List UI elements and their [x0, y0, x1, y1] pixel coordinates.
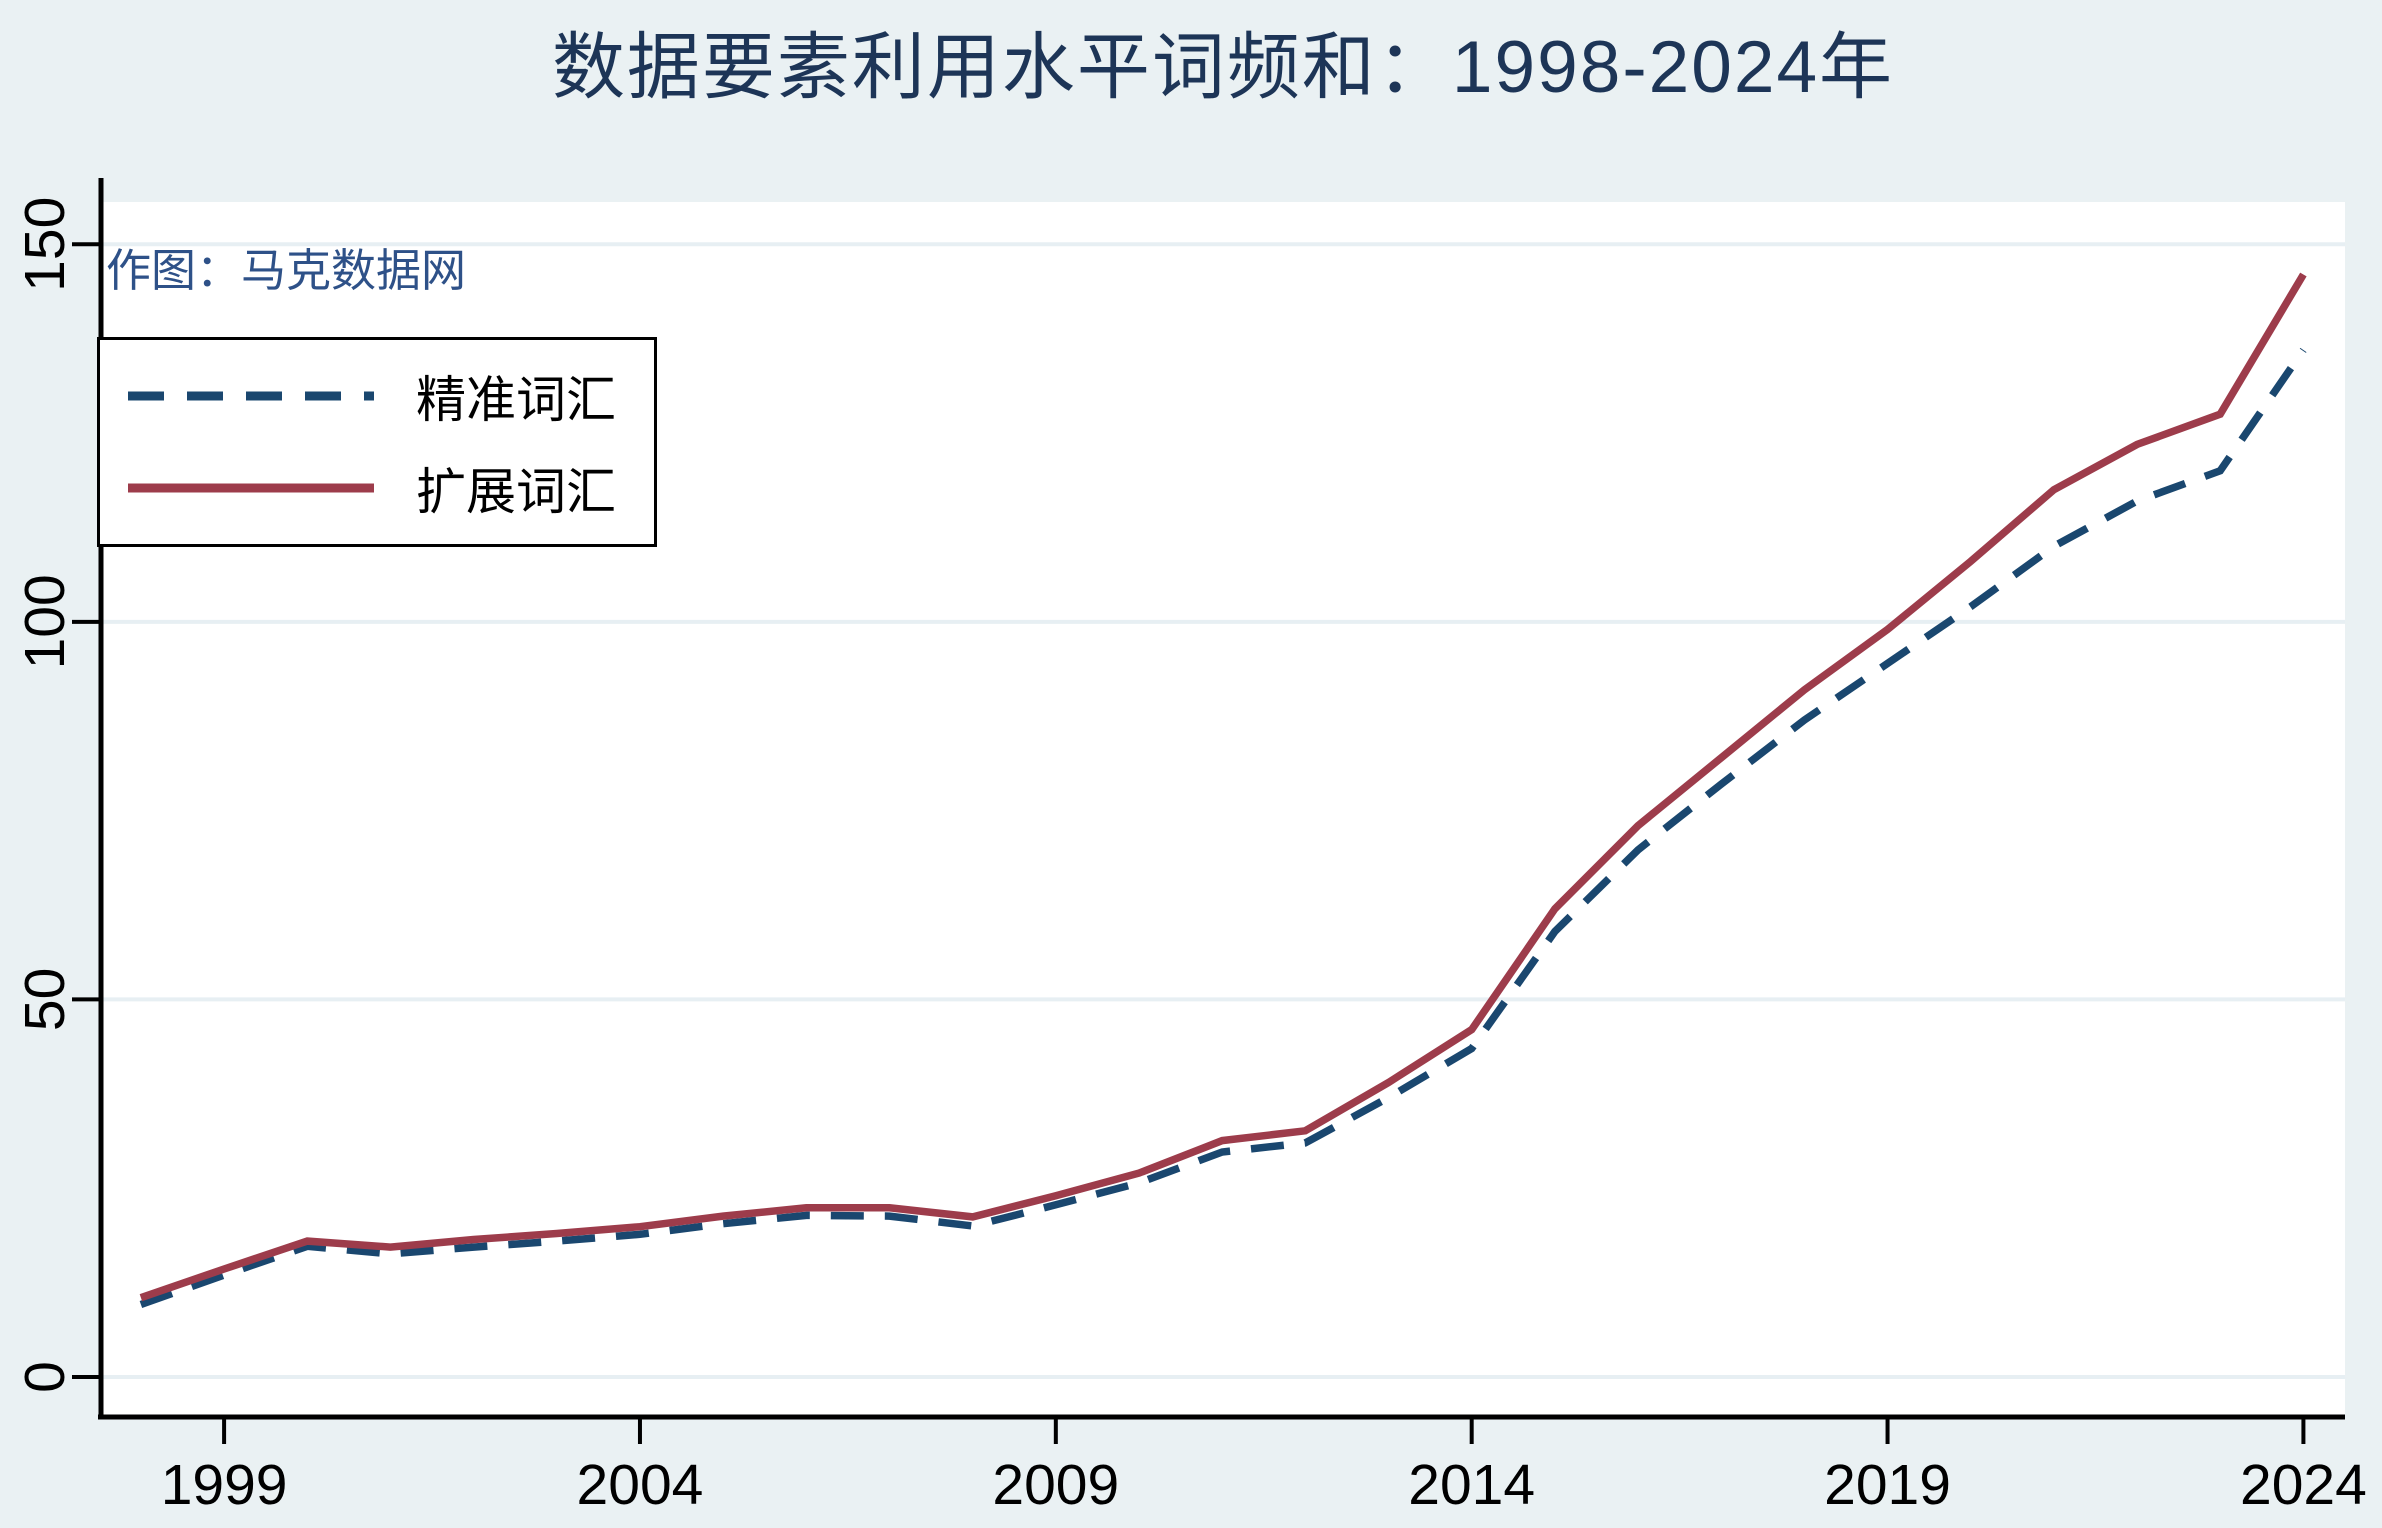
- x-tick-label: 1999: [161, 1453, 288, 1517]
- y-tick-label: 100: [13, 574, 77, 669]
- x-tick-label: 2024: [2240, 1453, 2367, 1517]
- x-tick-label: 2009: [992, 1453, 1119, 1517]
- precise-vocab-line: [139, 347, 2307, 1309]
- solid-line-swatch: [128, 483, 374, 493]
- y-tick-label: 0: [13, 1361, 77, 1393]
- watermark-annotation: 作图：马克数据网: [106, 245, 467, 296]
- legend-label-expanded: 扩展词汇: [416, 464, 616, 520]
- page-title: 数据要素利用水平词频和：1998-2024年: [551, 27, 1895, 108]
- x-tick-label: 2004: [577, 1453, 704, 1517]
- x-tick-label: 2019: [1824, 1453, 1951, 1517]
- legend-item-expanded: 扩展词汇: [126, 452, 654, 524]
- y-tick-label: 50: [13, 968, 77, 1031]
- expanded-vocab-line: [139, 272, 2307, 1302]
- y-tick-label: 150: [13, 197, 77, 292]
- legend-item-precise: 精准词汇: [126, 360, 654, 432]
- legend-label-precise: 精准词汇: [416, 372, 616, 428]
- dashed-line-swatch: [128, 391, 374, 401]
- x-tick-label: 2014: [1408, 1453, 1535, 1517]
- legend: 精准词汇 扩展词汇: [97, 337, 657, 547]
